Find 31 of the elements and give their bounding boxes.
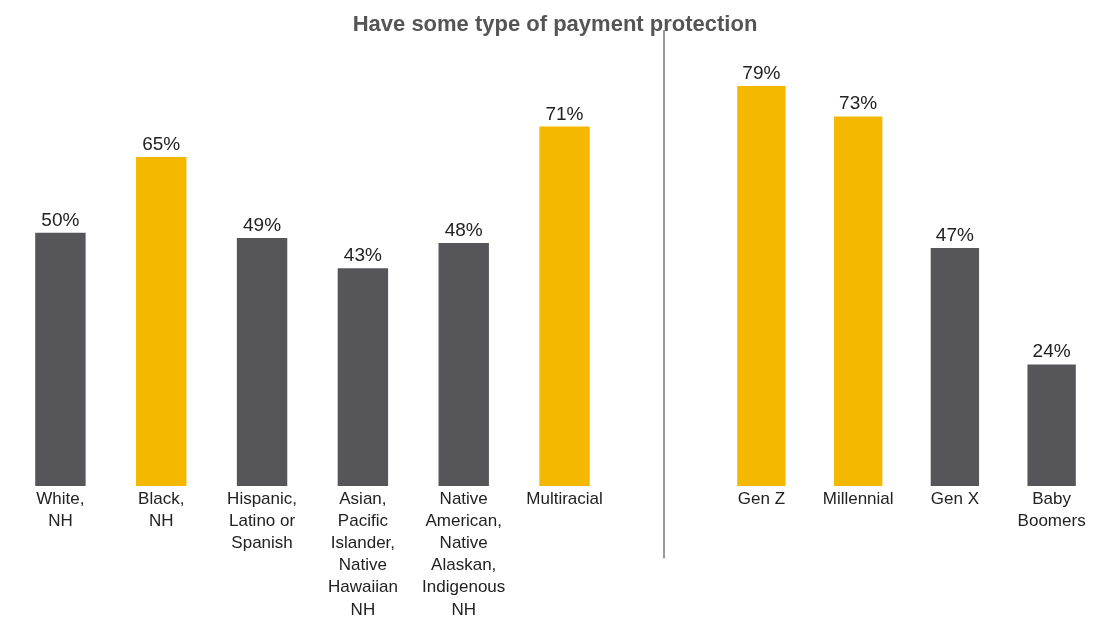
x-tick-label: White, NH [36, 489, 85, 531]
x-tick-label: Black, NH [138, 489, 185, 531]
bar [337, 268, 389, 486]
bar [539, 126, 590, 486]
x-tick-label: Millennial [822, 489, 894, 508]
bar [35, 232, 86, 486]
bar [930, 248, 980, 486]
x-tick-label: Multiracial [526, 489, 603, 508]
data-label: 47% [935, 224, 974, 246]
data-label: 24% [1032, 340, 1071, 362]
data-label: 48% [444, 218, 483, 240]
bar [136, 156, 187, 486]
bar [438, 242, 489, 486]
data-label: 73% [839, 92, 878, 114]
data-label: 71% [545, 102, 584, 124]
x-tick-label: Native American, Native Alaskan, Indigenous NH [422, 489, 506, 619]
x-tick-label: Gen X [930, 489, 979, 508]
data-label: 50% [41, 208, 80, 230]
chart-title: Have some type of payment protection [352, 11, 758, 37]
bar [236, 237, 288, 486]
bar [833, 116, 883, 486]
data-label: 49% [243, 213, 282, 235]
x-tick-label: Hispanic, Latino or Spanish [227, 489, 298, 553]
bar [737, 86, 786, 486]
x-tick-label: Baby Boomers [1017, 489, 1086, 531]
bar [1027, 364, 1076, 486]
data-label: 65% [142, 132, 181, 154]
data-label: 79% [742, 62, 781, 83]
data-label: 43% [343, 244, 382, 266]
x-tick-label: Gen Z [737, 489, 786, 508]
x-tick-label: Asian, Pacific Islander, Native Hawaiian NH [327, 489, 398, 619]
